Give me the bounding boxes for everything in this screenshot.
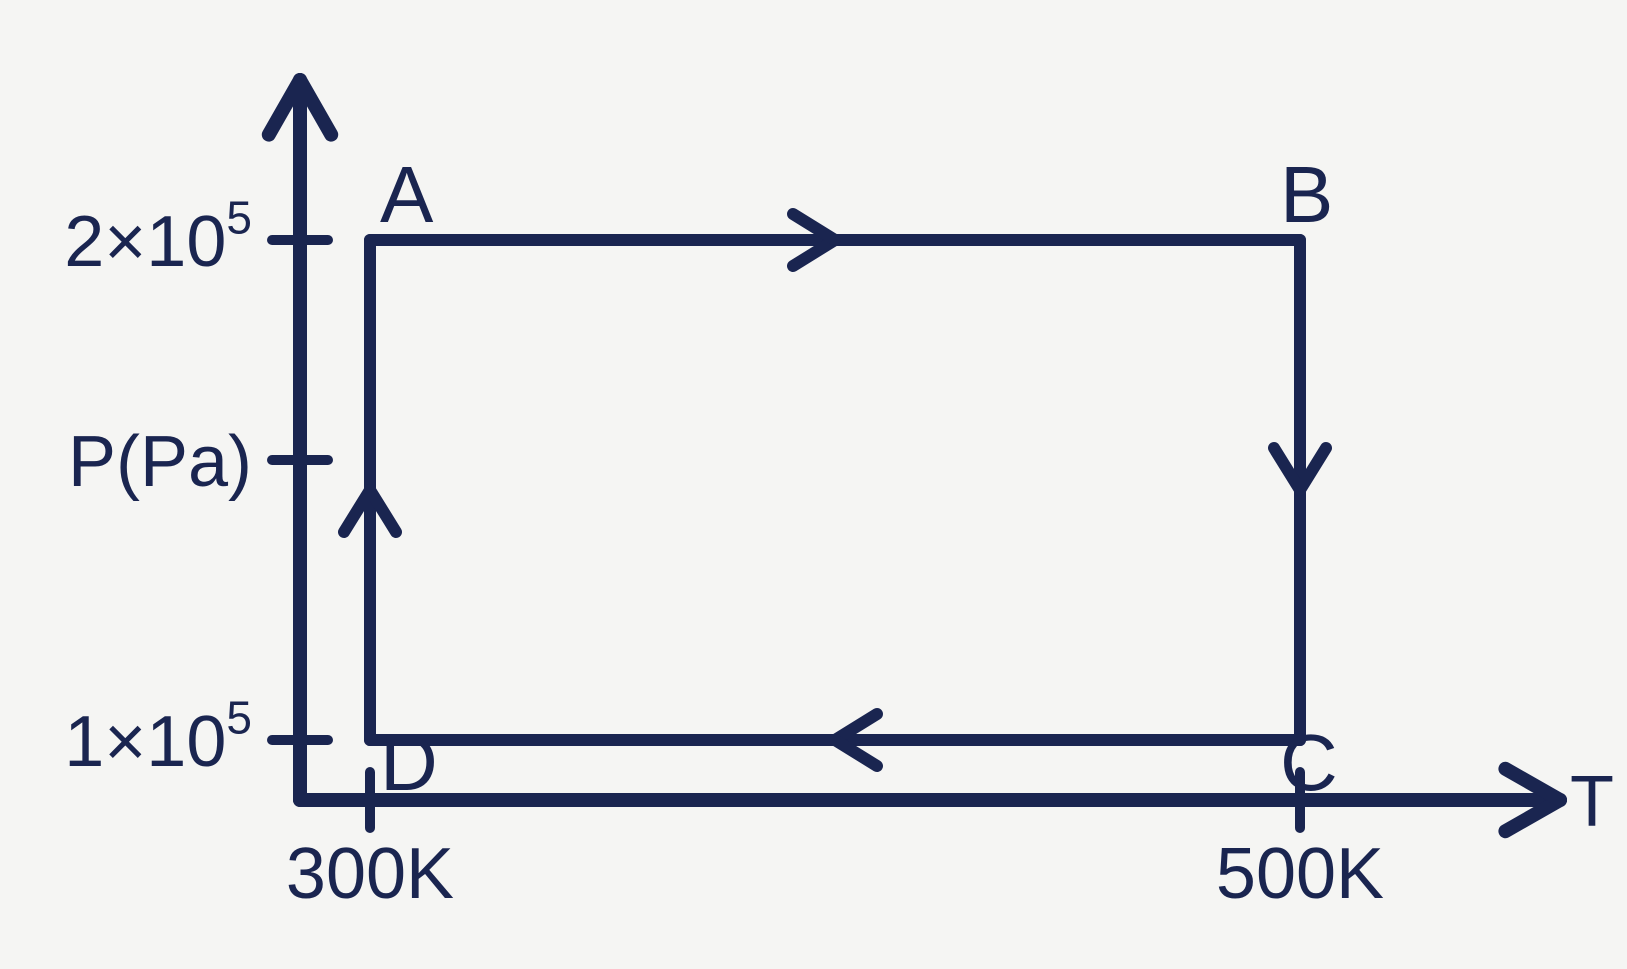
- y-tick-label-0: 1×105: [64, 692, 252, 782]
- x-tick-label-0: 300K: [286, 834, 454, 914]
- pt-diagram: T P(Pa) 300K 500K 1×105 2×105 A B C D: [0, 0, 1627, 969]
- x-tick-label-1: 500K: [1216, 834, 1384, 914]
- point-label-A: A: [380, 150, 434, 239]
- x-axis-label: T: [1570, 762, 1614, 842]
- point-label-C: C: [1280, 718, 1338, 807]
- point-label-D: D: [380, 718, 438, 807]
- point-label-B: B: [1280, 150, 1333, 239]
- y-axis-label: P(Pa): [68, 422, 252, 502]
- y-tick-label-1: 2×105: [64, 192, 252, 282]
